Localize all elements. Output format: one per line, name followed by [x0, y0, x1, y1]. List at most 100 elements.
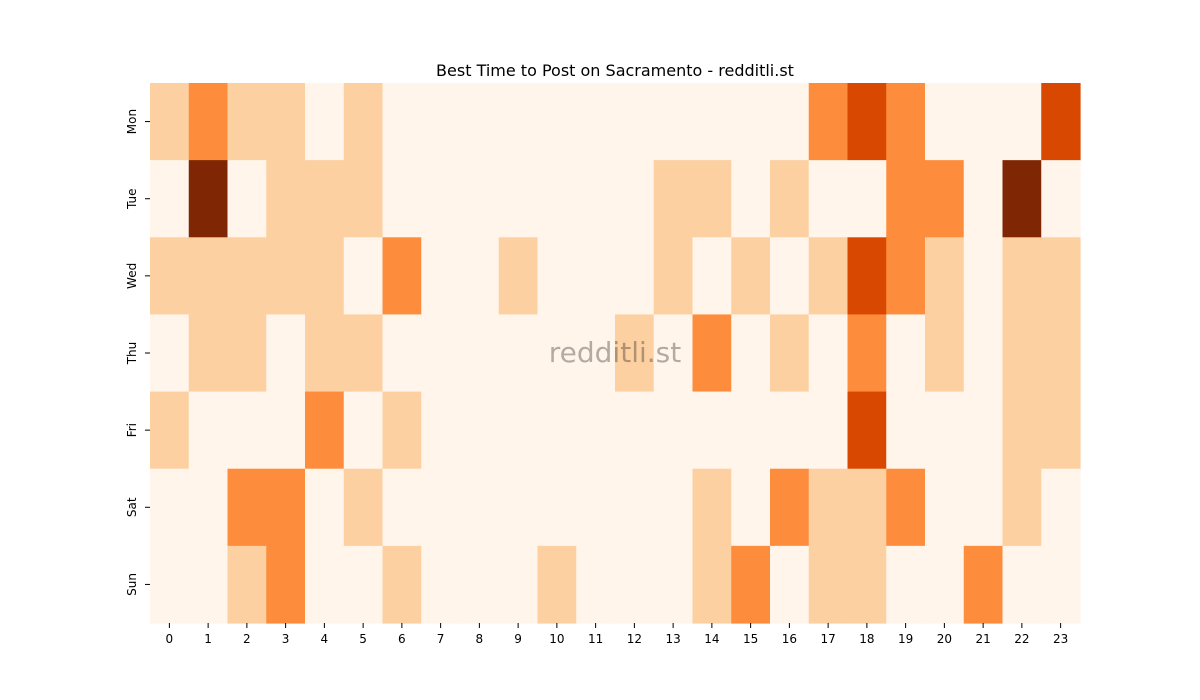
- heatmap-cell-fri-9: [498, 391, 539, 470]
- y-tick-label: Fri: [125, 423, 139, 437]
- heatmap-cell-sat-20: [925, 468, 965, 547]
- heatmap-cell-mon-22: [1002, 83, 1042, 161]
- x-tick-label: 9: [514, 632, 522, 646]
- heatmap-cell-tue-20: [925, 160, 965, 238]
- heatmap-cell-wed-20: [925, 237, 965, 316]
- heatmap-cell-mon-12: [615, 83, 655, 161]
- heatmap-cell-wed-10: [537, 237, 577, 316]
- heatmap-cell-wed-14: [692, 237, 732, 316]
- heatmap-cell-wed-18: [847, 237, 887, 316]
- heatmap-cell-tue-1: [188, 160, 229, 238]
- heatmap-cell-tue-23: [1041, 160, 1081, 238]
- heatmap-cell-tue-14: [692, 160, 732, 238]
- x-tick-label: 21: [975, 632, 990, 646]
- heatmap-cell-tue-2: [227, 160, 267, 238]
- heatmap-cell-fri-18: [847, 391, 887, 470]
- x-tick-label: 7: [437, 632, 445, 646]
- heatmap-cell-wed-3: [266, 237, 306, 316]
- heatmap-cell-mon-8: [460, 83, 500, 161]
- heatmap-cell-wed-23: [1041, 237, 1081, 316]
- x-tick-label: 16: [782, 632, 797, 646]
- heatmap-cell-fri-14: [692, 391, 732, 470]
- heatmap-cell-thu-21: [963, 314, 1004, 393]
- heatmap-cell-wed-5: [343, 237, 384, 316]
- heatmap-cell-wed-6: [382, 237, 422, 316]
- heatmap-cell-sat-19: [886, 468, 926, 547]
- heatmap-cell-sun-18: [847, 545, 887, 624]
- heatmap-cell-thu-18: [847, 314, 887, 393]
- heatmap-cell-fri-22: [1002, 391, 1042, 470]
- x-tick-label: 6: [398, 632, 406, 646]
- heatmap-cell-sun-4: [305, 545, 345, 624]
- heatmap-cell-sun-17: [808, 545, 849, 624]
- heatmap-cell-thu-20: [925, 314, 965, 393]
- heatmap-cell-thu-11: [576, 314, 616, 393]
- heatmap-cell-mon-10: [537, 83, 577, 161]
- heatmap-cell-mon-18: [847, 83, 887, 161]
- heatmap-cell-sat-3: [266, 468, 306, 547]
- heatmap-cells: [150, 83, 1081, 624]
- y-tick-label: Sun: [125, 573, 139, 596]
- heatmap-cell-tue-12: [615, 160, 655, 238]
- heatmap-cell-thu-14: [692, 314, 732, 393]
- heatmap-cell-thu-6: [382, 314, 422, 393]
- heatmap-cell-wed-8: [460, 237, 500, 316]
- y-tick-label: Sat: [125, 497, 139, 517]
- heatmap-cell-sun-2: [227, 545, 267, 624]
- x-tick-label: 11: [588, 632, 603, 646]
- y-axis: Mon Tue Wed Thu Fri Sat Sun: [125, 109, 150, 596]
- heatmap-cell-sun-11: [576, 545, 616, 624]
- x-tick-label: 8: [476, 632, 484, 646]
- heatmap-cell-mon-7: [421, 83, 461, 161]
- heatmap-cell-mon-11: [576, 83, 616, 161]
- heatmap-cell-thu-3: [266, 314, 306, 393]
- heatmap-cell-thu-16: [770, 314, 810, 393]
- y-tick-label: Thu: [125, 342, 139, 366]
- x-tick-label: 17: [820, 632, 835, 646]
- heatmap-cell-sat-14: [692, 468, 732, 547]
- heatmap-cell-wed-19: [886, 237, 926, 316]
- heatmap-cell-thu-1: [188, 314, 229, 393]
- heatmap-cell-thu-7: [421, 314, 461, 393]
- heatmap-cell-sun-22: [1002, 545, 1042, 624]
- chart-title: Best Time to Post on Sacramento - reddit…: [436, 61, 794, 80]
- heatmap-cell-thu-9: [498, 314, 539, 393]
- heatmap-cell-tue-16: [770, 160, 810, 238]
- heatmap-cell-sun-14: [692, 545, 732, 624]
- heatmap-cell-fri-16: [770, 391, 810, 470]
- heatmap-cell-mon-2: [227, 83, 267, 161]
- heatmap-cell-mon-20: [925, 83, 965, 161]
- heatmap-cell-tue-11: [576, 160, 616, 238]
- heatmap-cell-sun-8: [460, 545, 500, 624]
- heatmap-cell-wed-7: [421, 237, 461, 316]
- heatmap-cell-tue-3: [266, 160, 306, 238]
- heatmap-cell-fri-23: [1041, 391, 1081, 470]
- heatmap-cell-wed-16: [770, 237, 810, 316]
- heatmap-cell-thu-2: [227, 314, 267, 393]
- heatmap-cell-sat-9: [498, 468, 539, 547]
- heatmap-cell-fri-4: [305, 391, 345, 470]
- heatmap-cell-sat-7: [421, 468, 461, 547]
- heatmap-cell-sun-5: [343, 545, 384, 624]
- heatmap-cell-tue-9: [498, 160, 539, 238]
- x-tick-label: 22: [1014, 632, 1029, 646]
- heatmap-cell-tue-17: [808, 160, 849, 238]
- x-tick-label: 1: [204, 632, 212, 646]
- heatmap-cell-wed-13: [653, 237, 694, 316]
- y-tick-label: Mon: [125, 109, 139, 134]
- heatmap-cell-sat-0: [150, 468, 190, 547]
- heatmap-cell-sun-19: [886, 545, 926, 624]
- heatmap-cell-sun-15: [731, 545, 771, 624]
- heatmap-cell-sun-1: [188, 545, 229, 624]
- x-tick-label: 14: [704, 632, 719, 646]
- x-tick-label: 10: [549, 632, 564, 646]
- heatmap-cell-tue-4: [305, 160, 345, 238]
- heatmap-cell-tue-7: [421, 160, 461, 238]
- heatmap-cell-fri-3: [266, 391, 306, 470]
- heatmap-cell-fri-7: [421, 391, 461, 470]
- heatmap-cell-thu-5: [343, 314, 384, 393]
- heatmap-cell-sat-10: [537, 468, 577, 547]
- heatmap-cell-wed-15: [731, 237, 771, 316]
- heatmap-cell-sun-16: [770, 545, 810, 624]
- heatmap-cell-fri-2: [227, 391, 267, 470]
